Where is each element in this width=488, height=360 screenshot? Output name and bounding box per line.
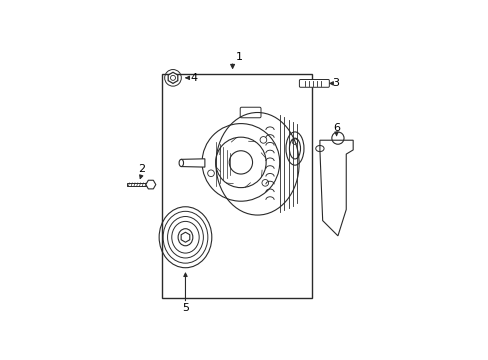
Text: 5: 5 (182, 303, 188, 313)
Ellipse shape (179, 159, 183, 167)
Text: 6: 6 (332, 123, 339, 133)
Polygon shape (319, 140, 352, 236)
FancyBboxPatch shape (299, 80, 328, 87)
Polygon shape (168, 72, 178, 84)
Text: 4: 4 (190, 73, 197, 83)
Polygon shape (145, 180, 156, 189)
Text: 1: 1 (236, 52, 243, 62)
Text: 3: 3 (332, 78, 339, 89)
Bar (162, 74, 311, 298)
Polygon shape (181, 159, 204, 167)
Text: 2: 2 (138, 164, 145, 174)
Polygon shape (127, 183, 150, 186)
